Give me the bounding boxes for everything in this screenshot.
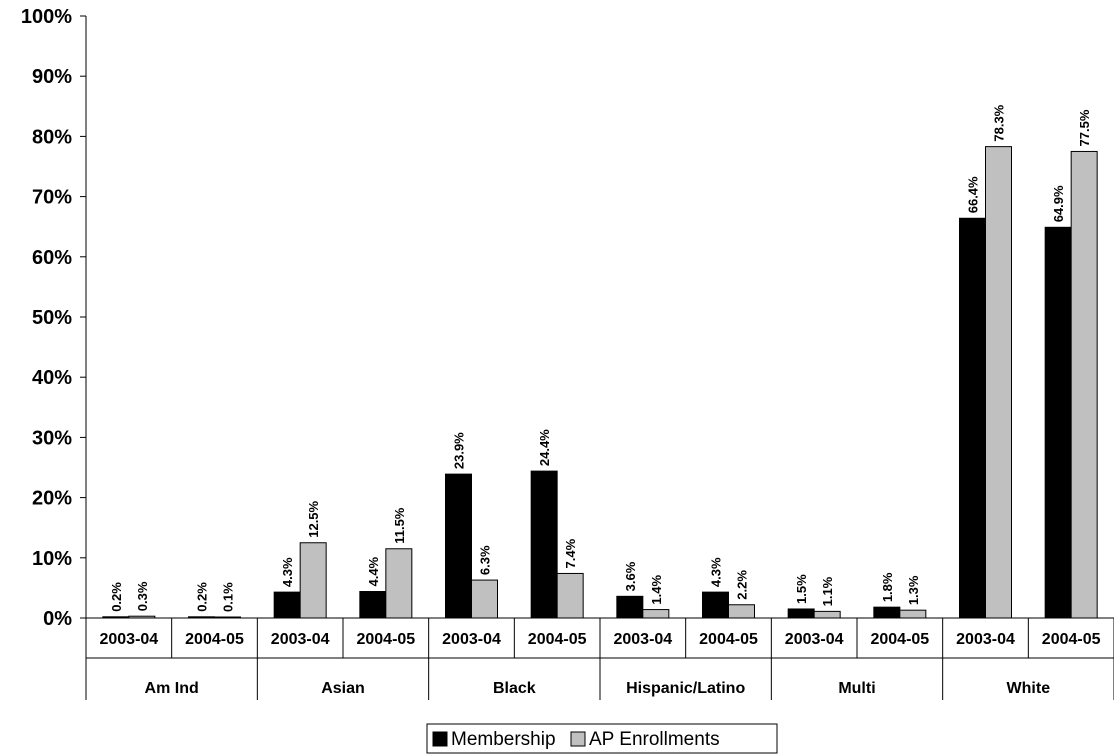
legend-label-membership: Membership: [451, 729, 556, 750]
ap-enrollments-bar: [385, 548, 413, 619]
x-tick-label: 2003-04: [613, 631, 672, 648]
membership-bar: [702, 591, 729, 619]
y-tick-label: 40%: [32, 367, 72, 389]
bar-data-label: 0.2%: [109, 582, 124, 612]
x-tick-label: 2003-04: [99, 631, 158, 648]
x-axis: 2003-04 2004-05 2003-04 2004-05 2003-04 2004-…: [85, 618, 1114, 700]
group-label: Multi: [838, 680, 875, 697]
membership-bar: [445, 473, 472, 619]
legend: Membership AP Enrollments: [426, 723, 778, 754]
x-tick-label: 2004-05: [528, 631, 587, 648]
bar-data-label: 11.5%: [392, 507, 407, 544]
ap-enrollments-bar: [299, 542, 327, 619]
y-tick-label: 100%: [21, 6, 72, 28]
bar-data-label: 7.4%: [563, 538, 578, 568]
x-tick-label: 2003-04: [442, 631, 501, 648]
membership-bar: [873, 606, 901, 619]
x-tick-label: 2003-04: [271, 631, 330, 648]
x-tick-label: 2003-04: [785, 631, 844, 648]
bar-data-label: 4.3%: [280, 557, 295, 587]
y-tick-label: 90%: [32, 66, 72, 88]
membership-bar: [787, 608, 815, 619]
ap-enrollments-bar: [128, 615, 156, 619]
bar-data-label: 12.5%: [306, 500, 321, 537]
membership-bar: [530, 470, 558, 619]
x-tick-label: 2004-05: [1042, 631, 1101, 648]
group-label: Black: [493, 680, 536, 697]
x-tick-label: 2004-05: [185, 631, 244, 648]
bar-data-label: 3.6%: [623, 561, 638, 591]
bar-data-label: 64.9%: [1051, 185, 1066, 222]
x-tick-label: 2004-05: [699, 631, 758, 648]
group-label: White: [1007, 680, 1051, 697]
group-label: Asian: [321, 680, 365, 697]
y-tick-label: 20%: [32, 488, 72, 510]
y-tick-label: 10%: [32, 548, 72, 570]
ap-enrollments-bar: [642, 609, 670, 619]
x-tick-label: 2004-05: [356, 631, 415, 648]
legend-label-ap-enrollments: AP Enrollments: [589, 729, 720, 750]
ap-enrollments-bar: [556, 572, 584, 619]
bar-data-label: 24.4%: [537, 429, 552, 466]
bar-data-label: 0.3%: [135, 581, 150, 611]
bar-data-label: 23.9%: [452, 432, 467, 469]
y-tick-label: 60%: [32, 247, 72, 269]
membership-bar: [359, 591, 387, 619]
y-tick-label: 0%: [43, 608, 72, 630]
bar-data-label: 4.3%: [709, 557, 724, 587]
membership-bar: [188, 616, 215, 619]
ap-enrollments-bar: [1070, 150, 1098, 619]
bar-data-label: 0.2%: [195, 582, 210, 612]
x-tick-label: 2003-04: [956, 631, 1015, 648]
bar-data-label: 1.1%: [820, 576, 835, 606]
chart-data-labels: 0.2% 0.3% 0.2% 0.1% 4.3% 12.5% 4.4% 11.5% 23.9% 6…: [109, 104, 1092, 612]
bar-data-label: 0.1%: [221, 582, 236, 612]
ap-enrollments-bar: [728, 604, 755, 619]
bar-data-label: 1.3%: [906, 575, 921, 605]
y-tick-label: 30%: [32, 427, 72, 449]
membership-bar: [1044, 226, 1072, 619]
membership-bar: [102, 616, 130, 619]
membership-bar: [616, 595, 644, 619]
bar-data-label: 1.8%: [880, 572, 895, 602]
y-tick-label: 80%: [32, 126, 72, 148]
x-tick-label: 2004-05: [870, 631, 929, 648]
membership-bar: [273, 591, 301, 619]
ap-enrollments-bar: [985, 146, 1012, 619]
bar-data-label: 77.5%: [1077, 109, 1092, 146]
legend-box: [426, 723, 778, 754]
ap-enrollments-bar: [813, 610, 841, 619]
bar-data-label: 1.5%: [794, 574, 809, 604]
ap-enrollments-bar: [899, 609, 927, 619]
legend-swatch-membership: [432, 731, 448, 747]
bar-data-label: 6.3%: [478, 545, 493, 575]
bar-data-label: 2.2%: [735, 570, 750, 600]
chart-axes: 0% 10% 20% 30% 40% 50% 60% 70% 80% 90% 100%: [21, 6, 1114, 630]
y-tick-label: 70%: [32, 187, 72, 209]
bar-data-label: 66.4%: [966, 176, 981, 213]
group-label: Hispanic/Latino: [626, 680, 745, 697]
y-tick-label: 50%: [32, 307, 72, 329]
bar-data-label: 4.4%: [366, 556, 381, 586]
bar-data-label: 1.4%: [649, 575, 664, 605]
group-label: Am Ind: [145, 680, 199, 697]
ap-enrollments-bar: [471, 579, 498, 619]
ap-enrollments-bar: [214, 616, 241, 619]
bar-data-label: 78.3%: [992, 104, 1007, 141]
membership-bar: [959, 217, 986, 619]
chart-bars: [102, 146, 1098, 619]
legend-swatch-ap-enrollments: [570, 731, 586, 747]
